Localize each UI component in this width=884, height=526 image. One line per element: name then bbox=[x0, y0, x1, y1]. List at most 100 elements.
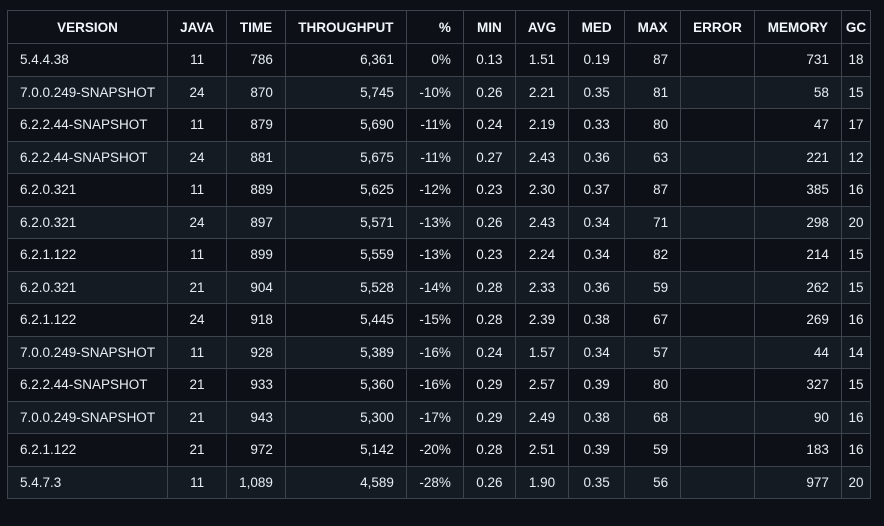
cell-version: 6.2.2.44-SNAPSHOT bbox=[6, 108, 169, 142]
cell-gc: 15 bbox=[840, 238, 872, 272]
table-row: 6.2.1.122 21 972 5,142 -20% 0.28 2.51 0.39 59 183… bbox=[6, 433, 872, 467]
benchmark-results-table: VERSION JAVA TIME THROUGHPUT % MIN AVG M… bbox=[6, 10, 872, 499]
cell-med: 0.36 bbox=[568, 270, 626, 304]
cell-time: 786 bbox=[226, 43, 286, 77]
cell-memory: 327 bbox=[753, 368, 842, 402]
cell-throughput: 5,445 bbox=[284, 303, 407, 337]
cell-avg: 2.39 bbox=[514, 303, 570, 337]
cell-max: 81 bbox=[624, 75, 682, 109]
cell-max: 87 bbox=[624, 173, 682, 207]
cell-med: 0.38 bbox=[568, 400, 626, 434]
cell-med: 0.39 bbox=[568, 433, 626, 467]
table-row: 7.0.0.249-SNAPSHOT 21 943 5,300 -17% 0.29 2.49… bbox=[6, 400, 872, 434]
cell-avg: 1.51 bbox=[514, 43, 570, 77]
cell-percent: -11% bbox=[405, 108, 464, 142]
cell-throughput: 5,745 bbox=[284, 75, 407, 109]
cell-max: 80 bbox=[624, 368, 682, 402]
cell-error bbox=[680, 335, 755, 369]
cell-error bbox=[680, 303, 755, 337]
cell-percent: -13% bbox=[405, 205, 464, 239]
cell-java: 11 bbox=[167, 173, 228, 207]
cell-version: 5.4.4.38 bbox=[6, 43, 169, 77]
cell-time: 943 bbox=[226, 400, 286, 434]
cell-gc: 20 bbox=[840, 465, 872, 499]
cell-time: 897 bbox=[226, 205, 286, 239]
cell-med: 0.34 bbox=[568, 205, 626, 239]
cell-med: 0.35 bbox=[568, 465, 626, 499]
cell-throughput: 5,559 bbox=[284, 238, 407, 272]
cell-percent: -17% bbox=[405, 400, 464, 434]
column-header-java: JAVA bbox=[167, 10, 228, 44]
cell-med: 0.34 bbox=[568, 335, 626, 369]
cell-java: 11 bbox=[167, 108, 228, 142]
cell-memory: 298 bbox=[753, 205, 842, 239]
column-header-percent: % bbox=[405, 10, 464, 44]
cell-avg: 2.24 bbox=[514, 238, 570, 272]
cell-percent: 0% bbox=[405, 43, 464, 77]
table-row: 6.2.0.321 24 897 5,571 -13% 0.26 2.43 0.34 71 298… bbox=[6, 205, 872, 239]
cell-min: 0.24 bbox=[462, 108, 516, 142]
cell-min: 0.26 bbox=[462, 205, 516, 239]
cell-max: 82 bbox=[624, 238, 682, 272]
cell-java: 11 bbox=[167, 43, 228, 77]
cell-throughput: 5,360 bbox=[284, 368, 407, 402]
cell-time: 899 bbox=[226, 238, 286, 272]
cell-min: 0.27 bbox=[462, 140, 516, 174]
cell-gc: 16 bbox=[840, 433, 872, 467]
cell-java: 21 bbox=[167, 433, 228, 467]
cell-error bbox=[680, 173, 755, 207]
cell-throughput: 5,300 bbox=[284, 400, 407, 434]
cell-error bbox=[680, 270, 755, 304]
cell-memory: 58 bbox=[753, 75, 842, 109]
cell-throughput: 5,690 bbox=[284, 108, 407, 142]
cell-throughput: 5,571 bbox=[284, 205, 407, 239]
cell-throughput: 4,589 bbox=[284, 465, 407, 499]
cell-throughput: 6,361 bbox=[284, 43, 407, 77]
cell-memory: 977 bbox=[753, 465, 842, 499]
cell-time: 904 bbox=[226, 270, 286, 304]
cell-memory: 183 bbox=[753, 433, 842, 467]
table-header-row: VERSION JAVA TIME THROUGHPUT % MIN AVG M… bbox=[6, 10, 872, 44]
cell-java: 21 bbox=[167, 270, 228, 304]
cell-time: 881 bbox=[226, 140, 286, 174]
cell-version: 6.2.0.321 bbox=[6, 270, 169, 304]
cell-gc: 16 bbox=[840, 173, 872, 207]
cell-error bbox=[680, 75, 755, 109]
cell-gc: 17 bbox=[840, 108, 872, 142]
table-row: 5.4.7.3 11 1,089 4,589 -28% 0.26 1.90 0.35 56 977… bbox=[6, 465, 872, 499]
cell-java: 24 bbox=[167, 303, 228, 337]
cell-med: 0.19 bbox=[568, 43, 626, 77]
column-header-time: TIME bbox=[226, 10, 286, 44]
table-row: 6.2.1.122 11 899 5,559 -13% 0.23 2.24 0.34 82 214… bbox=[6, 238, 872, 272]
cell-throughput: 5,389 bbox=[284, 335, 407, 369]
cell-avg: 2.21 bbox=[514, 75, 570, 109]
results-table-container: VERSION JAVA TIME THROUGHPUT % MIN AVG M… bbox=[6, 10, 872, 499]
cell-min: 0.29 bbox=[462, 400, 516, 434]
column-header-max: MAX bbox=[624, 10, 682, 44]
cell-med: 0.38 bbox=[568, 303, 626, 337]
cell-java: 11 bbox=[167, 335, 228, 369]
cell-time: 972 bbox=[226, 433, 286, 467]
cell-min: 0.13 bbox=[462, 43, 516, 77]
cell-med: 0.33 bbox=[568, 108, 626, 142]
cell-java: 21 bbox=[167, 400, 228, 434]
cell-version: 6.2.0.321 bbox=[6, 205, 169, 239]
cell-max: 63 bbox=[624, 140, 682, 174]
cell-max: 71 bbox=[624, 205, 682, 239]
cell-avg: 1.90 bbox=[514, 465, 570, 499]
cell-gc: 15 bbox=[840, 270, 872, 304]
cell-gc: 12 bbox=[840, 140, 872, 174]
cell-throughput: 5,675 bbox=[284, 140, 407, 174]
cell-avg: 2.19 bbox=[514, 108, 570, 142]
cell-max: 87 bbox=[624, 43, 682, 77]
cell-throughput: 5,528 bbox=[284, 270, 407, 304]
cell-percent: -10% bbox=[405, 75, 464, 109]
column-header-throughput: THROUGHPUT bbox=[284, 10, 407, 44]
cell-min: 0.24 bbox=[462, 335, 516, 369]
cell-avg: 2.49 bbox=[514, 400, 570, 434]
cell-memory: 269 bbox=[753, 303, 842, 337]
cell-avg: 2.51 bbox=[514, 433, 570, 467]
cell-avg: 2.43 bbox=[514, 140, 570, 174]
cell-max: 56 bbox=[624, 465, 682, 499]
table-row: 6.2.0.321 11 889 5,625 -12% 0.23 2.30 0.37 87 385… bbox=[6, 173, 872, 207]
